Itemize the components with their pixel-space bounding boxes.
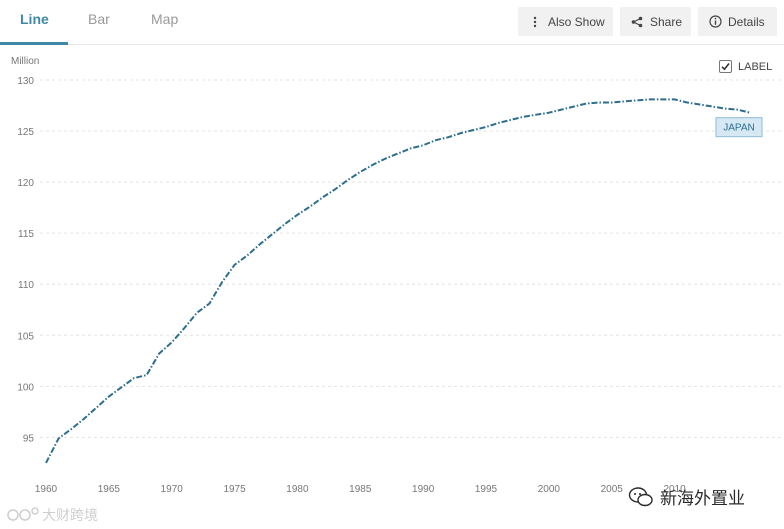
tab-map[interactable]: Map	[151, 11, 179, 27]
x-tick-label: 1960	[35, 484, 58, 495]
vertical-ellipsis-icon	[528, 16, 542, 28]
series-layer	[45, 98, 751, 464]
x-tick-label: 1980	[286, 484, 309, 495]
also-show-button[interactable]: Also Show	[518, 7, 613, 36]
active-tab-indicator	[0, 42, 68, 45]
series-label-box	[715, 117, 763, 138]
tab-line[interactable]: Line	[20, 11, 49, 27]
x-axis-ticks: 1960 1965 1970 1975 1980 1985 1990 1995 2000 2005…	[35, 484, 686, 495]
series-label-layer: JAPAN	[715, 117, 763, 138]
details-button[interactable]: Details	[698, 7, 777, 36]
wechat-icon	[628, 486, 653, 506]
share-icon	[630, 16, 644, 28]
x-tick-label: 1970	[161, 484, 184, 495]
series-label-text: JAPAN	[723, 123, 755, 134]
watermark-left: 大财跨境	[6, 505, 98, 525]
label-toggle[interactable]: LABEL	[719, 60, 772, 73]
also-show-label: Also Show	[548, 14, 605, 29]
y-tick-label: 130	[17, 76, 34, 87]
x-tick-label: 1990	[412, 484, 435, 495]
tab-bar[interactable]: Bar	[88, 11, 110, 27]
info-icon	[708, 15, 722, 28]
watermark-right-text: 新海外置业	[660, 489, 745, 508]
y-axis-ticks: 95 100 105 110 115 120 125 130	[17, 76, 34, 444]
y-tick-label: 95	[23, 433, 35, 444]
chart-grid	[40, 79, 784, 438]
share-button[interactable]: Share	[620, 7, 691, 36]
watermark-left-text: 大财跨境	[42, 507, 98, 523]
x-tick-label: 2010	[663, 484, 686, 495]
x-tick-label: 2000	[538, 484, 561, 495]
series-line[interactable]	[45, 98, 751, 464]
checkmark-icon	[721, 63, 730, 71]
top-bar: Line Bar Map Also Show Share	[0, 0, 784, 45]
label-checkbox[interactable]	[719, 60, 732, 73]
brand-logo-icon	[7, 507, 39, 521]
x-tick-label: 1975	[223, 484, 246, 495]
x-tick-label: 2005	[601, 484, 624, 495]
y-tick-label: 125	[17, 127, 34, 138]
y-tick-label: 100	[17, 382, 34, 393]
y-tick-label: 120	[17, 178, 34, 189]
y-axis-label: Million	[11, 56, 39, 67]
y-tick-label: 110	[18, 280, 34, 291]
label-toggle-text: LABEL	[738, 60, 773, 73]
x-tick-label: 1985	[349, 484, 372, 495]
share-label: Share	[650, 14, 683, 29]
details-label: Details	[728, 14, 765, 29]
y-tick-label: 115	[18, 229, 34, 240]
watermark-right: 新海外置业	[628, 484, 745, 509]
y-tick-label: 105	[17, 331, 34, 342]
x-tick-label: 1965	[98, 484, 121, 495]
x-tick-label: 1995	[475, 484, 498, 495]
